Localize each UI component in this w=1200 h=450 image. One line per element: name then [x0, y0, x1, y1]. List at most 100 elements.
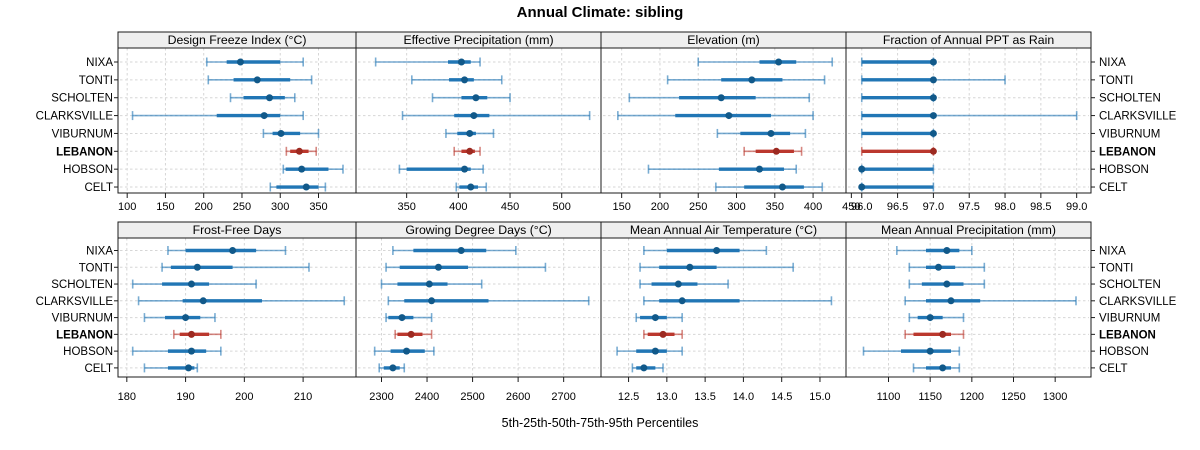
- median-dot: [187, 347, 195, 355]
- median-dot: [947, 297, 955, 305]
- x-tick-label: 250: [689, 201, 707, 213]
- x-tick-label: 14.0: [733, 391, 754, 403]
- median-dot: [295, 147, 303, 155]
- median-dot: [772, 147, 780, 155]
- site-label-right: CELT: [1099, 363, 1128, 375]
- median-dot: [640, 364, 648, 372]
- x-tick-label: 400: [804, 201, 822, 213]
- x-tick-label: 1250: [1001, 391, 1025, 403]
- panel-strip-title: Growing Degree Days (°C): [405, 223, 551, 237]
- median-dot: [466, 147, 474, 155]
- site-label-right: TONTI: [1099, 262, 1133, 274]
- x-tick-label: 210: [294, 391, 312, 403]
- median-dot: [407, 330, 415, 338]
- panel-bg: [846, 48, 1091, 193]
- x-tick-label: 190: [176, 391, 194, 403]
- median-dot: [678, 297, 686, 305]
- site-label-left: CELT: [84, 363, 113, 375]
- median-dot: [199, 297, 207, 305]
- median-dot: [266, 94, 274, 102]
- site-label-left: SCHOLTEN: [51, 279, 113, 291]
- x-tick-label: 180: [118, 391, 136, 403]
- median-dot: [929, 129, 937, 137]
- median-dot: [943, 280, 951, 288]
- site-label-left: TONTI: [79, 75, 113, 87]
- median-dot: [434, 263, 442, 271]
- chart-title: Annual Climate: sibling: [516, 4, 684, 21]
- site-label-left: TONTI: [79, 262, 113, 274]
- median-dot: [398, 314, 406, 322]
- median-dot: [926, 314, 934, 322]
- median-dot: [298, 165, 306, 173]
- x-tick-label: 150: [156, 201, 174, 213]
- x-tick-label: 200: [651, 201, 669, 213]
- panel-strip-title: Fraction of Annual PPT as Rain: [883, 33, 1055, 47]
- x-tick-label: 96.5: [887, 201, 908, 213]
- x-tick-label: 1200: [960, 391, 984, 403]
- median-dot: [943, 247, 951, 254]
- x-tick-label: 97.0: [923, 201, 944, 213]
- panel-strip: [845, 221, 1092, 239]
- x-tick-label: 400: [449, 201, 467, 213]
- panel-strip-title: Mean Annual Precipitation (mm): [881, 223, 1056, 237]
- site-label-right: SCHOLTEN: [1099, 93, 1161, 105]
- median-dot: [713, 247, 721, 254]
- x-tick-label: 2700: [551, 391, 575, 403]
- median-dot: [457, 58, 465, 66]
- x-tick-label: 2300: [369, 391, 393, 403]
- median-dot: [929, 147, 937, 155]
- x-tick-label: 13.5: [694, 391, 715, 403]
- median-dot: [182, 314, 190, 322]
- x-tick-label: 250: [233, 201, 251, 213]
- median-dot: [461, 165, 469, 173]
- median-dot: [935, 263, 942, 271]
- site-label-right: CELT: [1099, 182, 1128, 194]
- median-dot: [472, 94, 480, 102]
- x-tick-label: 150: [612, 201, 630, 213]
- median-dot: [461, 76, 469, 84]
- site-label-left: VIBURNUM: [52, 313, 113, 325]
- x-tick-label: 100: [118, 201, 136, 213]
- median-dot: [651, 347, 659, 355]
- site-label-right: NIXA: [1099, 246, 1126, 258]
- x-tick-label: 1150: [918, 391, 942, 403]
- median-dot: [277, 129, 285, 137]
- site-label-right: CLARKSVILLE: [1099, 296, 1177, 308]
- median-dot: [428, 297, 436, 305]
- median-dot: [425, 280, 433, 288]
- x-tick-label: 2500: [460, 391, 484, 403]
- median-dot: [929, 58, 937, 66]
- median-dot: [725, 112, 733, 120]
- median-dot: [467, 183, 475, 191]
- panel-bg: [356, 238, 601, 377]
- panel-bg: [118, 238, 356, 377]
- x-tick-label: 300: [727, 201, 745, 213]
- median-dot: [748, 76, 756, 84]
- x-tick-label: 1300: [1043, 391, 1067, 403]
- site-label-left: CLARKSVILLE: [36, 111, 114, 123]
- x-tick-label: 200: [195, 201, 213, 213]
- median-dot: [403, 347, 411, 355]
- x-tick-label: 350: [766, 201, 784, 213]
- x-tick-label: 450: [842, 201, 860, 213]
- x-tick-label: 1100: [877, 391, 901, 403]
- median-dot: [659, 330, 667, 338]
- site-label-left: LEBANON: [56, 329, 113, 341]
- median-dot: [686, 263, 694, 271]
- x-tick-label: 350: [397, 201, 415, 213]
- panel-bg: [846, 238, 1091, 377]
- median-dot: [767, 129, 775, 137]
- median-dot: [929, 76, 937, 84]
- x-tick-label: 2400: [415, 391, 439, 403]
- median-dot: [236, 58, 244, 66]
- median-dot: [858, 165, 866, 173]
- x-tick-label: 98.5: [1030, 201, 1051, 213]
- panel-bg: [601, 48, 846, 193]
- median-dot: [187, 280, 195, 288]
- panel-bg: [118, 48, 356, 193]
- site-label-right: LEBANON: [1099, 146, 1156, 158]
- x-tick-label: 200: [235, 391, 253, 403]
- median-dot: [674, 280, 682, 288]
- median-dot: [229, 247, 237, 254]
- site-label-right: CLARKSVILLE: [1099, 111, 1177, 123]
